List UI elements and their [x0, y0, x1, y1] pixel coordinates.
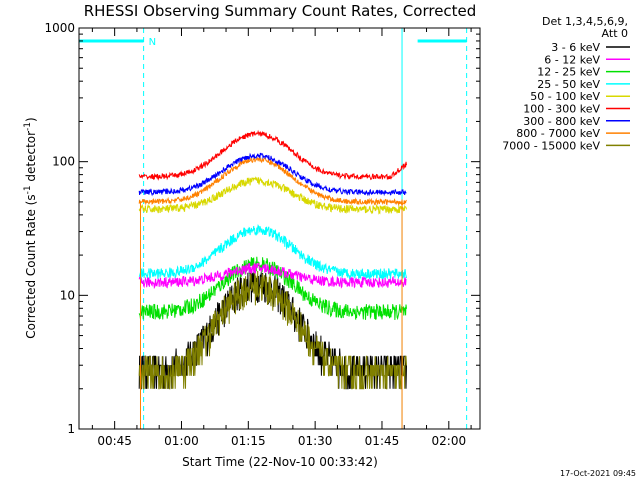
- x-tick-label: 01:45: [365, 434, 400, 448]
- y-tick-label: 1000: [44, 21, 75, 35]
- legend-header: Att 0: [602, 27, 628, 40]
- legend-header: Det 1,3,4,5,6,9,: [542, 15, 628, 28]
- footer-timestamp: 17-Oct-2021 09:45: [560, 469, 636, 478]
- series-line-50-100keV: [138, 176, 407, 215]
- y-axis-label-sup1: -1: [23, 185, 33, 194]
- legend-label: 100 - 300 keV: [523, 103, 600, 116]
- legend-label: 6 - 12 keV: [544, 53, 600, 66]
- plot-area: N: [78, 28, 468, 429]
- y-tick-label: 1: [67, 422, 75, 436]
- legend-label: 25 - 50 keV: [537, 78, 600, 91]
- legend-label: 7000 - 15000 keV: [502, 139, 600, 152]
- legend-label: 300 - 800 keV: [523, 115, 600, 128]
- attenuator-label: N: [149, 37, 156, 48]
- series-line-25-50keV: [138, 224, 407, 280]
- series-line-6-12keV: [138, 262, 407, 290]
- chart-title: RHESSI Observing Summary Count Rates, Co…: [84, 2, 477, 20]
- legend-label: 50 - 100 keV: [530, 90, 600, 103]
- y-axis-label: Corrected Count Rate (s-1 detector-1): [23, 117, 38, 338]
- y-axis-label-mid: detector: [24, 131, 38, 186]
- x-tick-label: 01:00: [164, 434, 199, 448]
- series-line-300-800keV: [138, 152, 407, 197]
- series-line-100-300keV: [138, 129, 407, 181]
- x-tick-label: 02:00: [432, 434, 467, 448]
- axes: 00:45 01:00 01:15 01:30 01:45 02:00 1 10 100 1000: [44, 21, 480, 448]
- series-line-12-25keV: [138, 256, 407, 321]
- y-axis-label-suffix: ): [24, 117, 38, 122]
- series-line-800-7000keV: [138, 156, 407, 207]
- series-line-7000-15000keV: [138, 270, 407, 390]
- x-tick-label: 00:45: [97, 434, 132, 448]
- y-tick-label: 100: [52, 155, 75, 169]
- x-axis-label: Start Time (22-Nov-10 00:33:42): [182, 455, 378, 469]
- legend-label: 12 - 25 keV: [537, 66, 600, 79]
- x-tick-label: 01:15: [231, 434, 266, 448]
- x-tick-label: 01:30: [298, 434, 333, 448]
- legend-label: 3 - 6 keV: [551, 41, 600, 54]
- y-tick-label: 10: [60, 288, 75, 302]
- legend-label: 800 - 7000 keV: [516, 127, 600, 140]
- plot-frame: [78, 27, 481, 430]
- y-axis-label-prefix: Corrected Count Rate (s: [24, 194, 38, 338]
- y-axis-label-sup2: -1: [23, 122, 33, 131]
